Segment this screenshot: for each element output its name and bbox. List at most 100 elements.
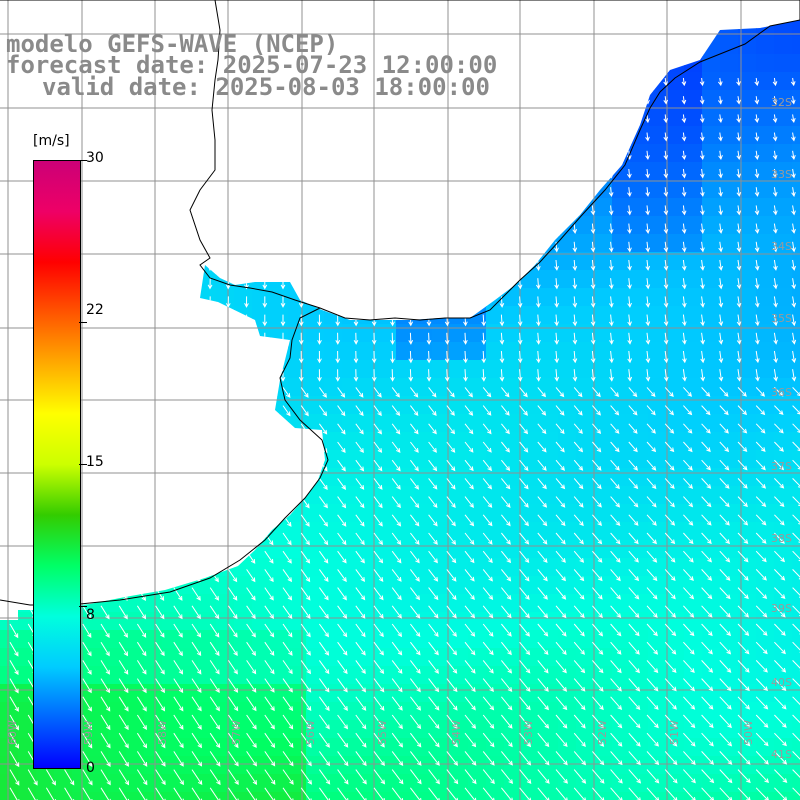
wind-arrow: [209, 623, 220, 638]
wind-arrow: [719, 532, 731, 545]
wind-speed-cell: [522, 54, 541, 73]
wind-arrow: [610, 405, 620, 416]
wind-arrow: [444, 332, 450, 345]
wind-speed-cell: [396, 450, 415, 469]
wind-arrow: [501, 550, 512, 564]
wind-arrow: [481, 350, 487, 364]
wind-arrow: [628, 714, 641, 729]
wind-arrow: [391, 714, 403, 730]
wind-arrow: [772, 168, 778, 179]
wind-arrow: [373, 605, 384, 619]
wind-speed-cell: [576, 504, 595, 523]
wind-speed-cell: [612, 486, 631, 505]
wind-speed-cell: [108, 522, 127, 541]
wind-speed-cell: [324, 216, 343, 235]
wind-arrow: [555, 714, 568, 729]
wind-speed-cell: [486, 324, 505, 343]
wind-arrow: [390, 223, 395, 234]
wind-speed-cell: [576, 54, 595, 73]
wind-arrow: [27, 769, 38, 786]
wind-speed-cell: [594, 0, 613, 19]
wind-arrow: [481, 278, 486, 290]
wind-speed-cell: [0, 324, 19, 343]
wind-arrow: [701, 550, 713, 563]
wind-arrow: [464, 696, 476, 711]
wind-speed-cell: [396, 468, 415, 487]
wind-arrow: [189, 332, 195, 345]
wind-arrow: [209, 660, 220, 675]
wind-speed-cell: [756, 432, 775, 451]
wind-speed-cell: [216, 234, 235, 253]
wind-speed-cell: [162, 504, 181, 523]
wind-arrow: [537, 732, 550, 748]
wind-arrow: [499, 350, 505, 364]
wind-speed-cell: [216, 522, 235, 541]
wind-speed-cell: [648, 234, 667, 253]
wind-arrow: [100, 732, 111, 749]
wind-speed-cell: [522, 198, 541, 217]
wind-speed-cell: [0, 306, 19, 325]
wind-speed-cell: [0, 162, 19, 181]
wind-speed-cell: [252, 504, 271, 523]
wind-arrow: [464, 587, 475, 601]
wind-speed-cell: [378, 216, 397, 235]
wind-arrow: [9, 587, 18, 602]
wind-speed-cell: [378, 0, 397, 19]
wind-speed-cell: [0, 234, 19, 253]
wind-arrow: [535, 205, 541, 216]
wind-speed-cell: [144, 288, 163, 307]
wind-arrow: [499, 187, 505, 198]
wind-arrow: [464, 751, 477, 766]
wind-arrow: [627, 187, 632, 198]
wind-speed-cell: [162, 162, 181, 181]
wind-speed-cell: [738, 432, 757, 451]
wind-arrow: [755, 769, 770, 784]
wind-speed-cell: [576, 90, 595, 109]
lon-label: 59W: [82, 720, 95, 745]
wind-speed-cell: [774, 414, 793, 433]
wind-arrow: [592, 387, 601, 398]
wind-speed-cell: [684, 450, 703, 469]
wind-arrow: [754, 132, 760, 142]
wind-speed-cell: [702, 522, 721, 541]
wind-arrow: [227, 423, 236, 435]
wind-speed-cell: [108, 360, 127, 379]
wind-arrow: [118, 732, 129, 749]
wind-arrow: [464, 623, 476, 637]
wind-arrow: [355, 405, 364, 417]
wind-speed-cell: [162, 288, 181, 307]
wind-speed-cell: [324, 486, 343, 505]
wind-speed-cell: [216, 702, 235, 721]
wind-arrow: [501, 478, 511, 490]
wind-speed-cell: [216, 666, 235, 685]
wind-arrow: [337, 732, 349, 748]
wind-arrow: [572, 150, 577, 161]
wind-arrow: [391, 623, 403, 638]
wind-speed-cell: [288, 288, 307, 307]
wind-arrow: [391, 769, 404, 785]
wind-speed-cell: [792, 702, 800, 721]
wind-speed-cell: [396, 180, 415, 199]
wind-arrow: [610, 441, 620, 453]
wind-arrow: [9, 496, 18, 510]
wind-arrow: [664, 696, 677, 710]
wind-speed-cell: [756, 792, 775, 800]
wind-speed-cell: [540, 702, 559, 721]
wind-speed-cell: [144, 234, 163, 253]
wind-speed-cell: [162, 414, 181, 433]
wind-speed-cell: [108, 342, 127, 361]
wind-speed-cell: [450, 648, 469, 667]
wind-speed-cell: [162, 270, 181, 289]
wind-speed-cell: [702, 144, 721, 163]
wind-speed-cell: [126, 720, 145, 739]
wind-speed-cell: [360, 360, 379, 379]
wind-speed-cell: [360, 450, 379, 469]
wind-speed-cell: [468, 342, 487, 361]
wind-speed-cell: [486, 468, 505, 487]
wind-speed-cell: [756, 738, 775, 757]
wind-speed-cell: [360, 0, 379, 19]
wind-speed-cell: [108, 468, 127, 487]
wind-speed-cell: [432, 756, 451, 775]
wind-arrow: [773, 314, 778, 327]
